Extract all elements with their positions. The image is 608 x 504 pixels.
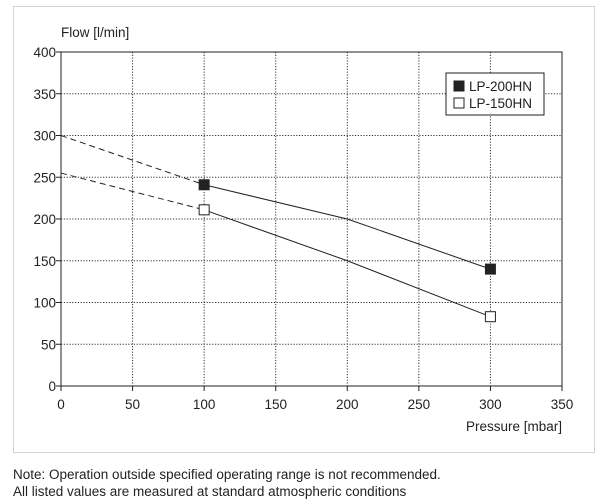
data-point-1 xyxy=(484,263,496,275)
x-tick-label: 200 xyxy=(336,397,359,412)
x-tick-label: 150 xyxy=(264,397,287,412)
y-tick-label: 400 xyxy=(33,45,56,60)
y-axis-label: Flow [l/min] xyxy=(61,25,129,40)
x-axis-label: Pressure [mbar] xyxy=(466,419,562,434)
y-tick-label: 100 xyxy=(33,296,56,311)
series-line-1 xyxy=(204,184,491,270)
data-point-1 xyxy=(198,179,210,191)
legend-marker-1 xyxy=(453,80,465,92)
footnote-line-2: All listed values are measured at standa… xyxy=(13,484,407,499)
y-tick-label: 300 xyxy=(33,129,56,144)
y-tick-label: 200 xyxy=(33,212,56,227)
x-tick-label: 100 xyxy=(193,397,216,412)
series-extrapolation-1 xyxy=(60,135,205,186)
x-tick-label: 250 xyxy=(408,397,431,412)
y-tick-label: 150 xyxy=(33,254,56,269)
series-extrapolation-2 xyxy=(60,172,205,211)
tick-labels: 0 50 100 150 200 250 300 350 0 50 100 150 200 250 300 3… xyxy=(33,45,573,412)
legend-label-2: LP-150HN xyxy=(469,96,532,111)
x-tick-label: 50 xyxy=(125,397,140,412)
y-tick-label: 350 xyxy=(33,87,56,102)
series-lines xyxy=(60,135,496,323)
legend-marker-2 xyxy=(453,97,465,109)
footnote-line-1: Note: Operation outside specified operat… xyxy=(13,467,441,482)
x-tick-label: 0 xyxy=(57,397,65,412)
series-line-2 xyxy=(203,209,491,318)
y-tick-label: 250 xyxy=(33,170,56,185)
x-tick-label: 350 xyxy=(551,397,574,412)
axes xyxy=(56,51,563,391)
flow-pressure-chart: 0 50 100 150 200 250 300 350 0 50 100 150 200 250 300 3… xyxy=(33,25,573,434)
y-tick-label: 50 xyxy=(41,337,56,352)
data-point-2 xyxy=(484,311,496,323)
legend-label-1: LP-200HN xyxy=(469,79,532,94)
legend: LP-200HN LP-150HN xyxy=(445,72,545,116)
y-tick-label: 0 xyxy=(48,379,56,394)
x-tick-label: 300 xyxy=(479,397,502,412)
data-point-2 xyxy=(198,204,210,216)
chart-frame xyxy=(13,6,595,453)
footnote: Note: Operation outside specified operat… xyxy=(13,466,441,500)
